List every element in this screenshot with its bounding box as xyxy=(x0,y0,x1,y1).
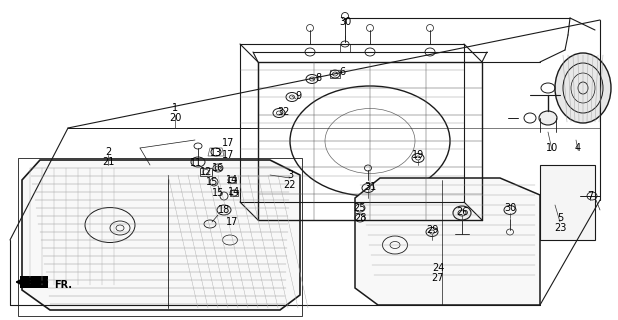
Text: 17: 17 xyxy=(222,150,234,160)
Text: 15: 15 xyxy=(206,177,218,187)
Bar xyxy=(330,70,340,78)
Text: 17: 17 xyxy=(222,138,234,148)
Text: 16: 16 xyxy=(212,163,224,173)
Bar xyxy=(200,168,212,176)
Text: 26: 26 xyxy=(456,207,468,217)
Text: 20: 20 xyxy=(169,113,181,123)
Polygon shape xyxy=(355,178,540,305)
Bar xyxy=(228,177,236,183)
Text: 15: 15 xyxy=(212,188,224,198)
Polygon shape xyxy=(22,160,300,310)
Text: 9: 9 xyxy=(295,91,301,101)
Text: 2: 2 xyxy=(105,147,111,157)
Text: 32: 32 xyxy=(278,107,290,117)
Text: 22: 22 xyxy=(284,180,296,190)
Text: 3: 3 xyxy=(287,170,293,180)
Text: 1: 1 xyxy=(172,103,178,113)
Bar xyxy=(230,190,238,196)
Text: 23: 23 xyxy=(554,223,566,233)
Ellipse shape xyxy=(539,111,557,125)
Text: 5: 5 xyxy=(557,213,563,223)
Bar xyxy=(540,165,595,240)
Text: 13: 13 xyxy=(210,148,222,158)
Ellipse shape xyxy=(453,206,471,220)
Text: 7: 7 xyxy=(587,191,593,201)
Text: 18: 18 xyxy=(218,205,230,215)
Text: 24: 24 xyxy=(432,263,444,273)
Text: 4: 4 xyxy=(575,143,581,153)
Text: 30: 30 xyxy=(504,203,516,213)
Text: 27: 27 xyxy=(432,273,444,283)
Text: 30: 30 xyxy=(339,17,351,27)
Text: 8: 8 xyxy=(315,73,321,83)
Bar xyxy=(18,158,302,316)
Text: 11: 11 xyxy=(190,158,202,168)
Text: 21: 21 xyxy=(102,157,114,167)
Ellipse shape xyxy=(555,53,611,123)
Text: 12: 12 xyxy=(200,167,212,177)
Text: 31: 31 xyxy=(364,182,376,192)
Text: 25: 25 xyxy=(353,203,366,213)
Text: 14: 14 xyxy=(228,187,240,197)
Text: 10: 10 xyxy=(546,143,558,153)
Text: FR.: FR. xyxy=(54,280,72,290)
Polygon shape xyxy=(20,276,48,288)
Text: 28: 28 xyxy=(354,213,366,223)
Text: 29: 29 xyxy=(426,225,438,235)
Text: 14: 14 xyxy=(226,175,238,185)
Text: 17: 17 xyxy=(226,217,238,227)
Bar xyxy=(340,44,350,52)
Text: 6: 6 xyxy=(339,67,345,77)
Text: 19: 19 xyxy=(412,150,424,160)
